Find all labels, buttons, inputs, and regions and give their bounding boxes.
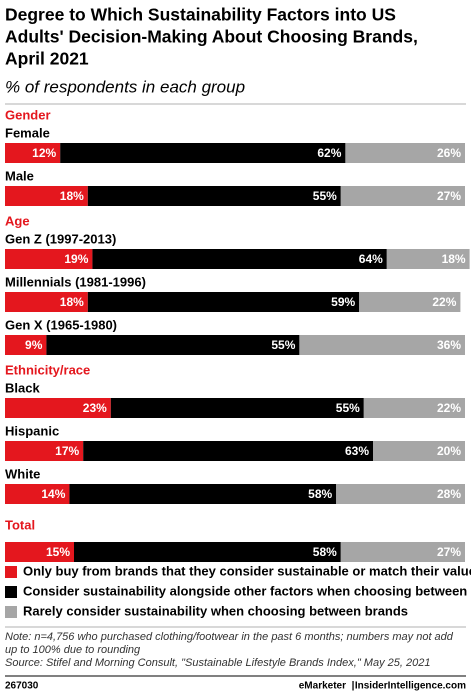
value-label: 17% (55, 444, 79, 458)
value-label: 36% (437, 338, 461, 352)
group-label: Ethnicity/race (5, 362, 90, 377)
bar-segment (5, 249, 93, 269)
bar-segment (92, 249, 387, 269)
bar-segment (5, 398, 111, 418)
value-label: 59% (331, 295, 355, 309)
bar-segment (363, 398, 465, 418)
category-label: Black (5, 380, 40, 395)
source: Source: Stifel and Morning Consult, "Sus… (5, 657, 430, 669)
legend-label: Consider sustainability alongside other … (23, 583, 471, 598)
footer-site: InsiderIntelligence.com (355, 681, 466, 692)
bar-segment (299, 335, 465, 355)
value-label: 28% (437, 487, 461, 501)
value-label: 23% (83, 401, 107, 415)
value-label: 15% (46, 545, 70, 559)
value-label: 12% (32, 146, 56, 160)
category-label: Female (5, 125, 50, 140)
value-label: 55% (336, 401, 360, 415)
value-label: 58% (313, 545, 337, 559)
group-label: Age (5, 213, 30, 228)
legend-swatch (5, 566, 17, 578)
bar-segment (345, 143, 465, 163)
bar-segment (87, 186, 341, 206)
value-label: 55% (271, 338, 295, 352)
bar-segment (74, 542, 341, 562)
bar-segment (5, 292, 88, 312)
note: Note: n=4,756 who purchased clothing/foo… (5, 631, 454, 643)
value-label: 58% (308, 487, 332, 501)
value-label: 19% (64, 252, 88, 266)
bar-segment (46, 335, 300, 355)
bar-segment (5, 542, 74, 562)
value-label: 9% (25, 338, 43, 352)
value-label: 63% (345, 444, 369, 458)
bar-segment (5, 441, 84, 461)
category-label: Male (5, 168, 34, 183)
footer-id: 267030 (5, 681, 39, 692)
group-label: Gender (5, 107, 51, 122)
bar-segment (340, 542, 465, 562)
value-label: 18% (442, 252, 466, 266)
value-label: 14% (41, 487, 65, 501)
legend-label: Rarely consider sustainability when choo… (23, 603, 408, 618)
value-label: 22% (432, 295, 456, 309)
footer-separator: | (352, 681, 355, 692)
value-label: 64% (359, 252, 383, 266)
value-label: 27% (437, 189, 461, 203)
bar-segment (69, 484, 337, 504)
legend-label: Only buy from brands that they consider … (23, 563, 471, 578)
value-label: 27% (437, 545, 461, 559)
category-label: White (5, 466, 40, 481)
legend-swatch (5, 586, 17, 598)
chart-title: Adults' Decision-Making About Choosing B… (5, 27, 418, 47)
bar-segment (5, 143, 61, 163)
bar-segment (373, 441, 465, 461)
category-label: Hispanic (5, 423, 59, 438)
bar-segment (386, 249, 470, 269)
chart-subtitle: % of respondents in each group (5, 77, 245, 96)
value-label: 20% (437, 444, 461, 458)
bar-segment (340, 186, 465, 206)
bar-segment (5, 484, 70, 504)
bar-segment (87, 292, 360, 312)
legend-swatch (5, 606, 17, 618)
category-label: Millennials (1981-1996) (5, 274, 146, 289)
bar-segment (5, 186, 88, 206)
bar-segment (5, 335, 47, 355)
group-label: Total (5, 517, 35, 532)
note: up to 100% due to rounding (5, 644, 141, 656)
chart-title: Degree to Which Sustainability Factors i… (5, 5, 396, 25)
category-label: Gen X (1965-1980) (5, 317, 117, 332)
bar-segment (83, 441, 373, 461)
category-label: Gen Z (1997-2013) (5, 231, 116, 246)
bar-segment (110, 398, 364, 418)
value-label: 62% (317, 146, 341, 160)
value-label: 18% (60, 295, 84, 309)
value-label: 55% (313, 189, 337, 203)
value-label: 22% (437, 401, 461, 415)
value-label: 18% (60, 189, 84, 203)
bar-segment (359, 292, 461, 312)
value-label: 26% (437, 146, 461, 160)
footer-brand: eMarketer (299, 681, 346, 692)
bar-segment (60, 143, 346, 163)
chart-title: April 2021 (5, 49, 89, 69)
bar-segment (336, 484, 465, 504)
